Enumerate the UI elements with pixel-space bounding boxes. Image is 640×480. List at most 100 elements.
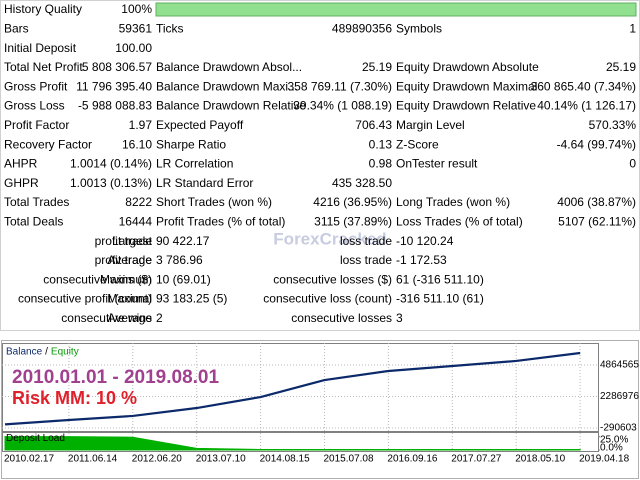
- cell-label: Z-Score: [396, 137, 439, 151]
- y-tick-label: 0.0%: [600, 443, 623, 454]
- cell-value: 0: [629, 157, 636, 171]
- cell-value: -5 988 088.83: [78, 99, 152, 113]
- cell-label: Average: [108, 311, 153, 325]
- legend-separator: /: [45, 347, 48, 358]
- cell-label: Total Net Profit: [4, 60, 83, 74]
- cell-label: Short Trades (won %): [156, 195, 272, 209]
- x-tick-label: 2015.07.08: [324, 454, 374, 465]
- cell-label: Maximal: [107, 292, 152, 306]
- x-tick-label: 2010.02.17: [4, 454, 54, 465]
- cell-label: LR Correlation: [156, 157, 233, 171]
- cell-value: 11 796 395.40: [76, 79, 152, 93]
- cell-value: 706.43: [355, 118, 392, 132]
- cell-value: 570.33%: [589, 118, 637, 132]
- plot: 2010.02.17 2011.06.14 2012.06.20 2013.07.10…: [2, 343, 639, 465]
- cell-value: loss trade: [340, 234, 392, 248]
- cell-value: 1: [629, 21, 636, 35]
- cell-label: Margin Level: [396, 118, 465, 132]
- cell-value: consecutive losses ($): [273, 272, 392, 286]
- cell-value: 8222: [125, 195, 152, 209]
- cell-label: Symbols: [396, 21, 442, 35]
- table-frame: [0, 0, 640, 331]
- cell-label: Average: [108, 253, 153, 267]
- cell-value: 5 808 306.57: [82, 60, 152, 74]
- x-tick-label: 2017.07.27: [451, 454, 501, 465]
- cell-value: 39.34% (1 088.19): [293, 99, 392, 113]
- cell-label: Gross Profit: [4, 79, 68, 93]
- cell-label: Bars: [4, 21, 29, 35]
- cell-label: LR Standard Error: [156, 176, 253, 190]
- cell-label: -316 511.10 (61): [396, 292, 484, 306]
- cell-label: Sharpe Ratio: [156, 137, 226, 151]
- cell-label: History Quality: [4, 2, 82, 16]
- cell-label: Equity Drawdown Maximal: [396, 79, 537, 93]
- x-tick-label: 2018.05.10: [515, 454, 565, 465]
- cell-label: Balance Drawdown Relative: [156, 99, 306, 113]
- cell-value: 16444: [119, 214, 153, 228]
- cell-label: 3 786.96: [156, 253, 203, 267]
- cell-label: Long Trades (won %): [396, 195, 510, 209]
- x-tick-label: 2014.08.15: [260, 454, 310, 465]
- cell-label: OnTester result: [396, 157, 478, 171]
- cell-label: Equity Drawdown Relative: [396, 99, 536, 113]
- cell-value: 4216 (36.95%): [313, 195, 392, 209]
- cell-label: GHPR: [4, 176, 39, 190]
- annotation: 2010.01.01 - 2019.08.01: [12, 367, 220, 388]
- cell-value: 1.0013 (0.13%): [70, 176, 152, 190]
- cell-label: Ticks: [156, 21, 184, 35]
- cell-label: Profit Factor: [4, 118, 69, 132]
- y-tick-label: 25.0%: [600, 434, 628, 445]
- cell-value: -4.64 (99.74%): [557, 137, 636, 151]
- cell-label: 3: [396, 311, 403, 325]
- cell-value: consecutive profit (count): [18, 292, 152, 306]
- cell-value: 1.0014 (0.14%): [70, 157, 152, 171]
- y-tick-label: -290603: [600, 423, 637, 434]
- cell-label: Loss Trades (% of total): [396, 214, 523, 228]
- cell-label: Recovery Factor: [4, 137, 92, 151]
- cell-label: AHPR: [4, 157, 38, 171]
- cell-value: 358 769.11 (7.30%): [287, 79, 392, 93]
- cell-value: 4006 (38.87%): [557, 195, 636, 209]
- cell-value: profit trade: [95, 253, 153, 267]
- cell-value: 1.97: [129, 118, 153, 132]
- cell-label: Expected Payoff: [156, 118, 244, 132]
- cell-label: 10 (69.01): [156, 272, 211, 286]
- x-tick-label: 2016.09.16: [387, 454, 437, 465]
- cell-value: 3115 (37.89%): [314, 214, 392, 228]
- cell-label: Total Deals: [4, 214, 63, 228]
- quality-bar: [155, 2, 637, 17]
- legend-entry: Balance: [6, 347, 43, 358]
- cell-label: -10 120.24: [396, 234, 454, 248]
- x-tick-label: 2019.04.18: [579, 454, 629, 465]
- deposit-area: [4, 436, 581, 451]
- cell-value: 25.19: [606, 60, 636, 74]
- cell-label: Balance Drawdown Absol...: [156, 60, 302, 74]
- cell-label: 90 422.17: [156, 234, 210, 248]
- cell-value: consecutive loss (count): [263, 292, 392, 306]
- x-tick-label: 2013.07.10: [196, 454, 246, 465]
- cell-label: Largest: [112, 234, 153, 248]
- cell-value: loss trade: [340, 253, 392, 267]
- x-tick-label: 2011.06.14: [68, 454, 118, 465]
- cell-value: consecutive losses: [291, 311, 392, 325]
- cell-value: 0.13: [369, 137, 393, 151]
- cell-value: consecutive wins: [61, 311, 152, 325]
- cell-label: Total Trades: [4, 195, 69, 209]
- panel-title: Deposit Load: [6, 433, 65, 444]
- cell-label: 93 183.25 (5): [156, 292, 227, 306]
- cell-value: 40.14% (1 126.17): [537, 99, 636, 113]
- cell-value: 489890356: [332, 21, 392, 35]
- cell-label: 61 (-316 511.10): [396, 272, 484, 286]
- cell-value: 360 865.40 (7.34%): [531, 79, 636, 93]
- cell-value: 100%: [121, 2, 152, 16]
- cell-label: 2: [156, 311, 163, 325]
- cell-label: Initial Deposit: [4, 41, 77, 55]
- annotation: Risk MM: 10 %: [12, 388, 137, 408]
- cell-value: 435 328.50: [332, 176, 392, 190]
- cell-label: Maximum: [100, 272, 152, 286]
- cell-value: 16.10: [122, 137, 152, 151]
- watermark: ForexCracked: [273, 229, 386, 248]
- cell-label: Profit Trades (% of total): [156, 214, 285, 228]
